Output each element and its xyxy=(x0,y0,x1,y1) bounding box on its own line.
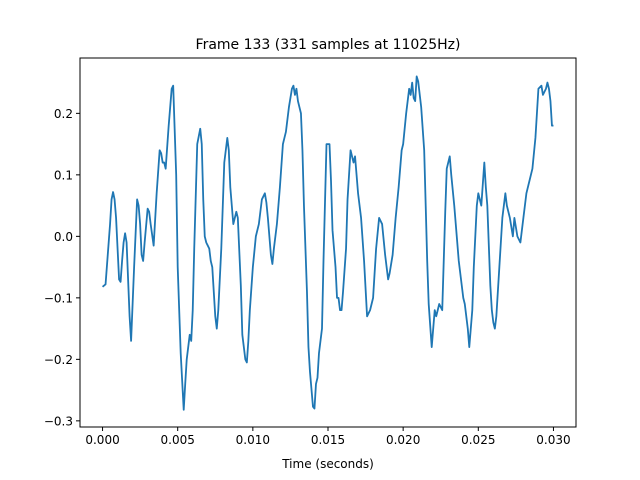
y-tick-label: −0.2 xyxy=(44,353,73,367)
y-tick-label: 0.0 xyxy=(54,230,73,244)
x-tick-label: 0.025 xyxy=(461,433,495,447)
x-tick-label: 0.010 xyxy=(236,433,270,447)
series-line xyxy=(101,75,554,411)
x-axis: 0.000 0.005 0.010 0.015 0.020 0.025 0.030 xyxy=(85,427,571,447)
y-tick-label: −0.3 xyxy=(44,414,73,428)
x-tick-label: 0.005 xyxy=(161,433,195,447)
x-tick-label: 0.015 xyxy=(311,433,345,447)
y-tick-label: 0.2 xyxy=(54,107,73,121)
x-axis-label: Time (seconds) xyxy=(281,457,374,471)
axes-frame xyxy=(79,57,577,428)
y-tick-label: 0.1 xyxy=(54,168,73,182)
x-tick-label: 0.020 xyxy=(386,433,420,447)
y-axis: −0.3 −0.2 −0.1 0.0 0.1 0.2 xyxy=(44,107,80,428)
x-tick-label: 0.000 xyxy=(85,433,119,447)
x-tick-label: 0.030 xyxy=(536,433,570,447)
plot-area xyxy=(101,75,554,411)
chart-title: Frame 133 (331 samples at 11025Hz) xyxy=(196,37,461,53)
y-tick-label: −0.1 xyxy=(44,291,73,305)
